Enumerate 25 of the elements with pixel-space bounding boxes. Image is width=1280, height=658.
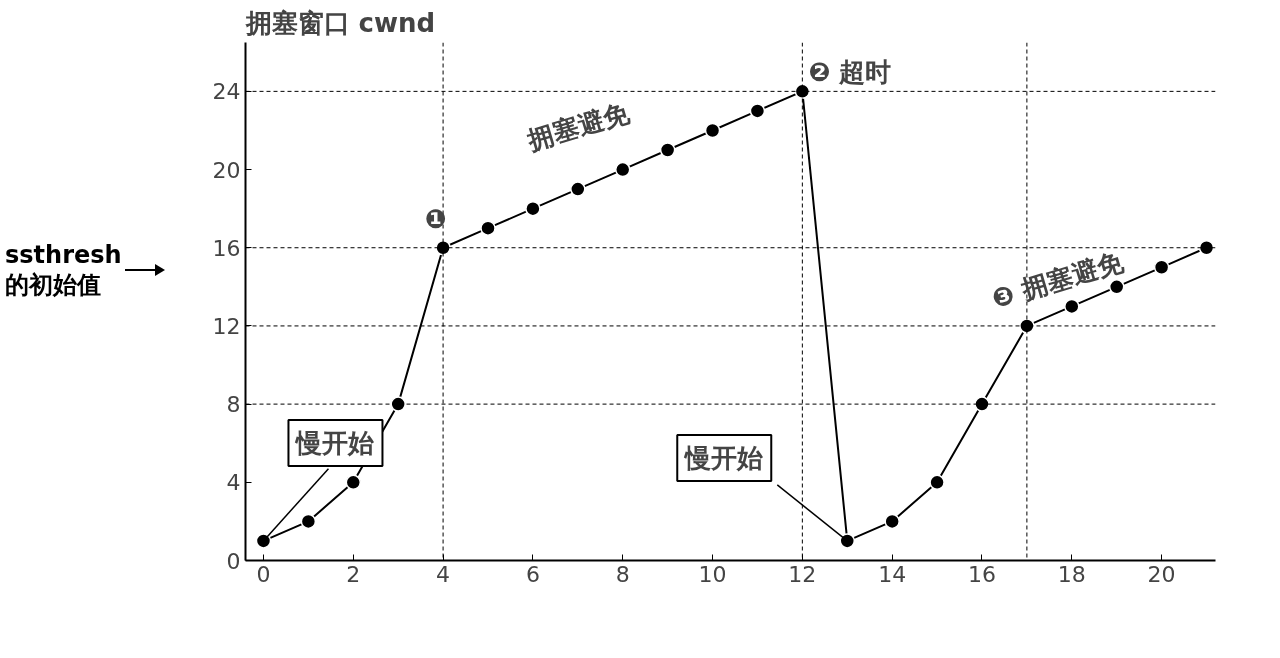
x-tick-label: 12 <box>788 561 817 587</box>
annotation: ❶ <box>425 203 448 234</box>
annotation: ❷ 超时 <box>808 57 892 88</box>
x-tick-label: 10 <box>698 561 727 587</box>
y-tick-label: 8 <box>226 392 241 418</box>
y-tick-label: 4 <box>226 470 241 496</box>
x-tick-label: 18 <box>1057 561 1086 587</box>
annotation: 慢开始 <box>294 427 375 458</box>
y-axis-title: 拥塞窗口 cwnd <box>244 7 436 38</box>
x-tick-label: 16 <box>967 561 996 587</box>
text: ssthresh 的初始值 <box>5 240 123 300</box>
x-tick-label: 14 <box>878 561 907 587</box>
y-tick-label: 20 <box>212 157 241 183</box>
x-tick-label: 4 <box>436 561 451 587</box>
x-tick-label: 8 <box>615 561 630 587</box>
annotation: 慢开始 <box>683 442 764 473</box>
x-tick-label: 0 <box>256 561 271 587</box>
x-tick-label: 20 <box>1147 561 1176 587</box>
x-tick-label: 2 <box>346 561 361 587</box>
y-tick-label: 24 <box>212 79 241 105</box>
y-tick-label: 12 <box>212 313 241 339</box>
annotation: ❸ 拥塞避免 <box>988 246 1128 314</box>
x-tick-label: 6 <box>525 561 540 587</box>
annotation: 拥塞避免 <box>523 96 634 156</box>
y-tick-label: 16 <box>212 235 241 261</box>
